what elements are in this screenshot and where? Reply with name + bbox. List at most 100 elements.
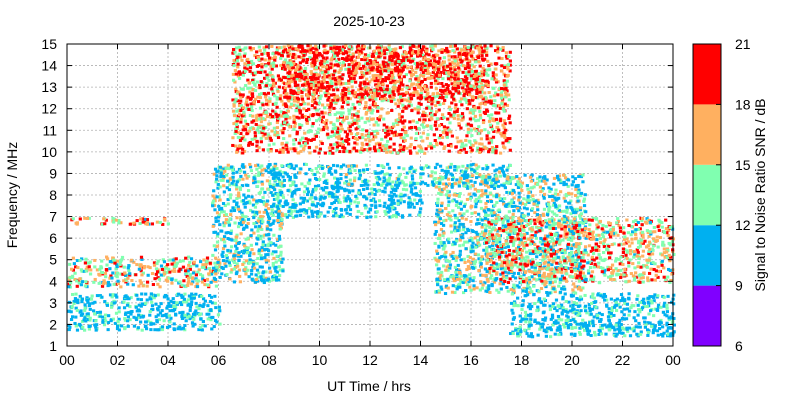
data-point — [437, 60, 441, 64]
data-point — [393, 130, 397, 134]
data-point — [252, 231, 256, 235]
data-point — [337, 70, 341, 74]
data-point — [231, 206, 235, 210]
data-point — [103, 222, 107, 226]
data-point — [347, 68, 351, 72]
data-point — [313, 61, 317, 65]
data-point — [413, 62, 417, 66]
data-point — [396, 151, 400, 155]
data-point — [276, 210, 280, 214]
data-point — [351, 102, 355, 106]
data-point — [249, 234, 253, 238]
data-point — [150, 295, 154, 299]
data-point — [376, 182, 380, 186]
data-point — [232, 102, 236, 106]
data-point — [340, 57, 345, 61]
data-point — [212, 172, 216, 176]
data-point — [447, 71, 451, 75]
data-point — [171, 308, 175, 312]
data-point — [475, 82, 479, 86]
data-point — [356, 201, 361, 205]
data-point — [415, 181, 419, 185]
data-point — [248, 258, 252, 262]
data-point — [211, 253, 215, 257]
data-point — [271, 186, 275, 190]
data-point — [358, 84, 362, 88]
data-point — [300, 74, 304, 78]
data-point — [400, 179, 404, 183]
data-point — [290, 78, 294, 82]
data-point — [425, 87, 430, 91]
data-point — [460, 174, 464, 178]
data-point — [426, 57, 430, 61]
data-point — [364, 182, 368, 186]
data-point — [507, 114, 512, 118]
data-point — [472, 77, 476, 81]
data-point — [237, 76, 242, 80]
data-point — [206, 317, 210, 321]
data-point — [362, 179, 367, 183]
data-point — [426, 183, 430, 187]
data-point — [456, 81, 460, 85]
data-point — [294, 203, 298, 207]
data-point — [478, 113, 483, 117]
data-point — [144, 301, 148, 305]
data-point — [341, 62, 345, 66]
data-point — [429, 143, 433, 147]
data-point — [508, 69, 512, 73]
data-point — [390, 56, 394, 60]
data-point — [215, 320, 219, 324]
data-point — [385, 172, 389, 176]
data-point — [321, 202, 326, 206]
data-point — [478, 64, 482, 68]
data-point — [215, 177, 219, 181]
data-point — [450, 55, 454, 59]
data-point — [427, 144, 431, 148]
data-point — [299, 208, 303, 212]
data-point — [280, 194, 284, 198]
data-point — [411, 181, 415, 185]
data-point — [235, 216, 239, 220]
data-point — [489, 95, 493, 99]
data-point — [314, 50, 319, 54]
data-point — [151, 283, 156, 287]
data-point — [400, 63, 404, 67]
data-point — [316, 77, 320, 81]
data-point — [278, 227, 282, 231]
data-point — [353, 63, 357, 67]
data-point — [421, 45, 425, 49]
data-point — [408, 48, 413, 52]
data-point — [116, 282, 121, 286]
data-points — [67, 44, 676, 339]
data-point — [343, 97, 347, 101]
data-point — [275, 46, 280, 50]
data-point — [71, 292, 75, 296]
data-point — [269, 64, 273, 68]
data-point — [316, 131, 320, 135]
data-point — [309, 70, 313, 74]
data-point — [271, 92, 276, 96]
data-point — [268, 270, 273, 274]
data-point — [369, 88, 373, 92]
data-point — [98, 312, 102, 316]
data-point — [425, 59, 429, 63]
data-point — [396, 104, 400, 108]
data-point — [256, 95, 260, 99]
data-point — [272, 233, 276, 237]
data-point — [256, 219, 260, 223]
data-point — [361, 136, 365, 140]
data-point — [287, 48, 291, 52]
data-point — [85, 298, 90, 302]
data-point — [345, 140, 349, 144]
data-point — [394, 213, 398, 217]
data-point — [231, 175, 235, 179]
data-point — [420, 147, 424, 151]
data-point — [145, 298, 149, 302]
data-point — [338, 111, 342, 115]
data-point — [211, 266, 216, 270]
data-point — [300, 70, 305, 74]
data-point — [253, 54, 257, 58]
data-point — [451, 61, 455, 65]
data-point — [265, 225, 269, 229]
data-point — [401, 54, 405, 58]
